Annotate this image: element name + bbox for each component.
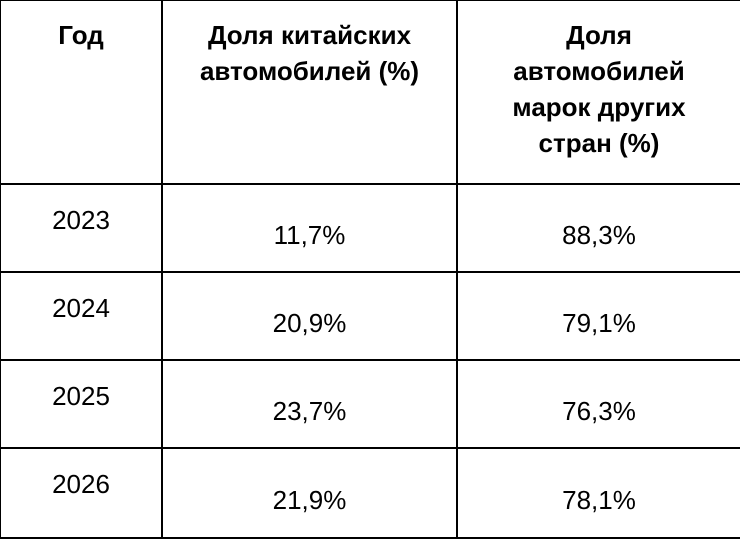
value-cell: 23,7% [161,359,458,449]
table-row: 2024 20,9% 79,1% [0,271,740,361]
value-cell: 21,9% [161,447,458,539]
year-cell: 2023 [0,183,163,273]
value-cell: 20,9% [161,271,458,361]
value-cell: 78,1% [456,447,740,539]
header-cell: Год [0,0,163,185]
table-row: 2025 23,7% 76,3% [0,359,740,449]
header-cell: Доля китайских автомобилей (%) [161,0,458,185]
value-cell: 79,1% [456,271,740,361]
table-row: 2023 11,7% 88,3% [0,183,740,273]
header-cell: Доля автомобилей марок других стран (%) [456,0,740,185]
header-row: Год Доля китайских автомобилей (%) Доля … [0,0,740,185]
value-cell: 11,7% [161,183,458,273]
table-row: 2026 21,9% 78,1% [0,447,740,539]
value-cell: 76,3% [456,359,740,449]
table-body: 2023 11,7% 88,3% 2024 20,9% 79,1% 2025 23,7% 76,… [0,183,740,539]
year-cell: 2024 [0,271,163,361]
year-cell: 2025 [0,359,163,449]
value-cell: 88,3% [456,183,740,273]
year-cell: 2026 [0,447,163,539]
